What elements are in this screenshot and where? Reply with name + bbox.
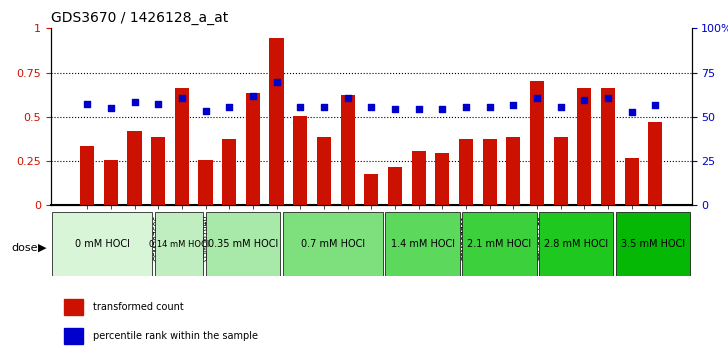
Point bbox=[318, 104, 330, 110]
Point bbox=[507, 103, 519, 108]
FancyBboxPatch shape bbox=[539, 212, 614, 276]
Bar bbox=[459, 139, 473, 205]
FancyBboxPatch shape bbox=[385, 212, 459, 276]
Point bbox=[247, 94, 258, 99]
Bar bbox=[246, 93, 260, 205]
Point bbox=[460, 104, 472, 110]
Text: ▶: ▶ bbox=[38, 243, 47, 253]
Point bbox=[484, 104, 496, 110]
FancyBboxPatch shape bbox=[52, 212, 152, 276]
Text: percentile rank within the sample: percentile rank within the sample bbox=[92, 331, 258, 341]
Text: 0.35 mM HOCl: 0.35 mM HOCl bbox=[208, 239, 278, 249]
Bar bbox=[317, 137, 331, 205]
Point bbox=[152, 101, 164, 107]
Bar bbox=[175, 88, 189, 205]
Point bbox=[105, 105, 116, 111]
Text: dose: dose bbox=[11, 243, 37, 253]
FancyBboxPatch shape bbox=[155, 212, 203, 276]
Bar bbox=[80, 146, 95, 205]
Point bbox=[82, 102, 93, 107]
Bar bbox=[483, 139, 496, 205]
Point bbox=[223, 104, 235, 110]
Bar bbox=[601, 88, 615, 205]
Bar bbox=[506, 137, 521, 205]
Point bbox=[271, 80, 282, 85]
Point bbox=[199, 108, 211, 113]
Bar bbox=[341, 95, 355, 205]
FancyBboxPatch shape bbox=[206, 212, 280, 276]
FancyBboxPatch shape bbox=[616, 212, 690, 276]
Bar bbox=[553, 137, 568, 205]
Bar bbox=[199, 160, 213, 205]
Text: 2.8 mM HOCl: 2.8 mM HOCl bbox=[545, 239, 609, 249]
Bar bbox=[530, 81, 544, 205]
Bar bbox=[269, 38, 284, 205]
Point bbox=[413, 106, 424, 112]
Point bbox=[294, 104, 306, 110]
Text: 0.7 mM HOCl: 0.7 mM HOCl bbox=[301, 239, 365, 249]
Text: GDS3670 / 1426128_a_at: GDS3670 / 1426128_a_at bbox=[51, 11, 228, 25]
Text: 0 mM HOCl: 0 mM HOCl bbox=[75, 239, 130, 249]
Point bbox=[579, 97, 590, 103]
Point bbox=[437, 106, 448, 112]
Bar bbox=[293, 116, 307, 205]
Bar bbox=[64, 328, 83, 344]
Bar bbox=[648, 122, 662, 205]
Point bbox=[531, 96, 543, 101]
Text: 1.4 mM HOCl: 1.4 mM HOCl bbox=[390, 239, 454, 249]
Text: 0.14 mM HOCl: 0.14 mM HOCl bbox=[149, 240, 209, 249]
Bar bbox=[364, 175, 379, 205]
Bar bbox=[222, 139, 237, 205]
FancyBboxPatch shape bbox=[462, 212, 537, 276]
Bar bbox=[577, 88, 591, 205]
Point bbox=[129, 99, 141, 105]
Bar bbox=[388, 167, 402, 205]
Bar bbox=[64, 299, 83, 315]
Text: 3.5 mM HOCl: 3.5 mM HOCl bbox=[621, 239, 685, 249]
Point bbox=[555, 104, 566, 110]
Text: transformed count: transformed count bbox=[92, 302, 183, 313]
Bar bbox=[127, 131, 142, 205]
Point bbox=[176, 96, 188, 101]
Point bbox=[341, 96, 353, 101]
Point bbox=[626, 110, 638, 115]
Point bbox=[365, 104, 377, 110]
Bar bbox=[104, 160, 118, 205]
Bar bbox=[435, 153, 449, 205]
FancyBboxPatch shape bbox=[283, 212, 383, 276]
Bar bbox=[151, 137, 165, 205]
Bar bbox=[411, 152, 426, 205]
Text: 2.1 mM HOCl: 2.1 mM HOCl bbox=[467, 239, 531, 249]
Point bbox=[649, 103, 661, 108]
Point bbox=[389, 106, 401, 112]
Point bbox=[602, 96, 614, 101]
Bar bbox=[625, 158, 638, 205]
